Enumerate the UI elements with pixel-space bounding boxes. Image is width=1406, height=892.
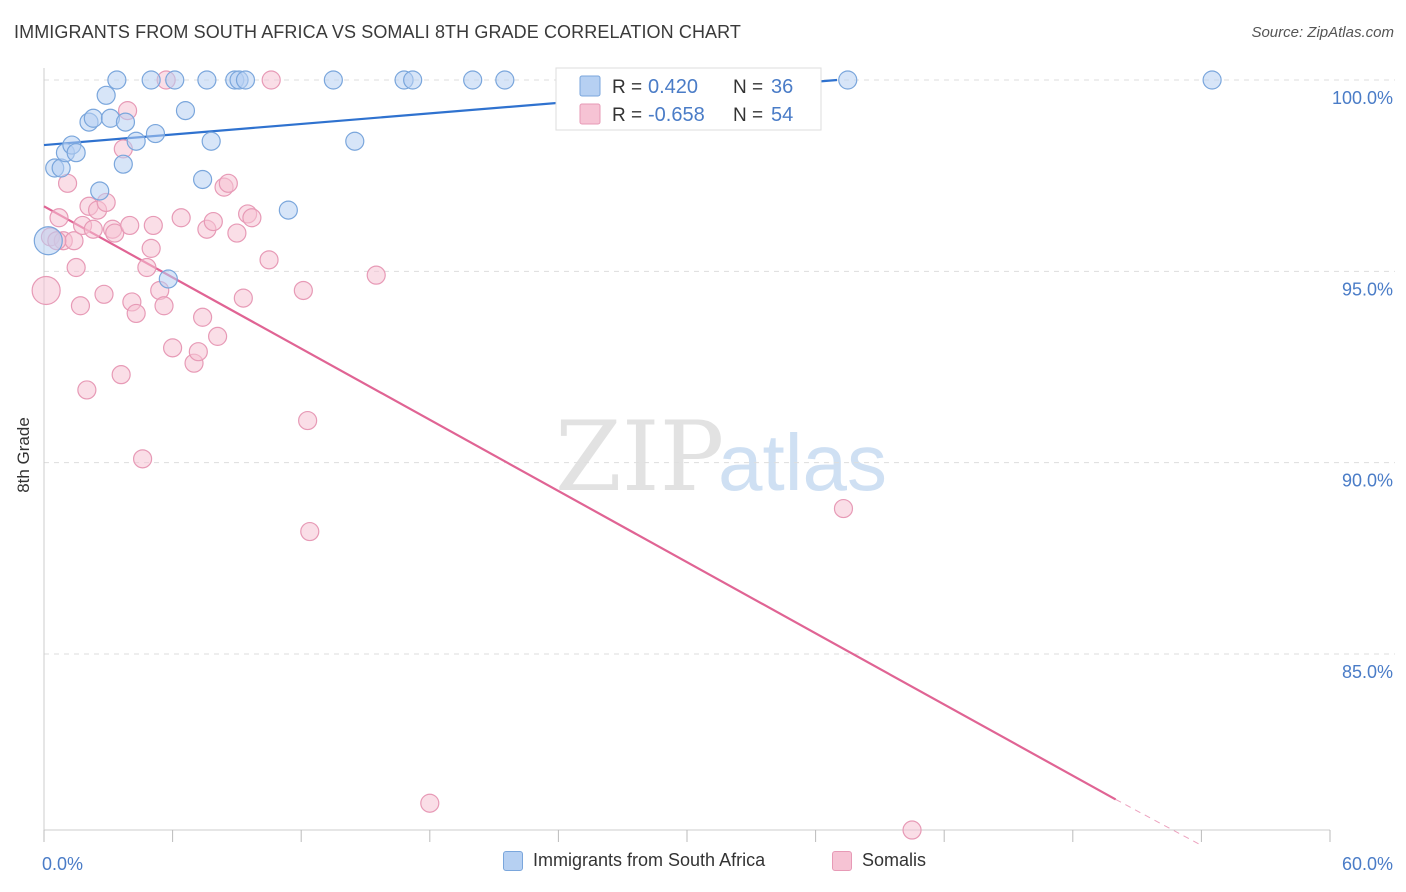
data-point-somalis: [154, 296, 174, 316]
data-point-somalis: [188, 342, 208, 362]
stats-n-label: N =: [733, 105, 763, 126]
chart-source: Source: ZipAtlas.com: [1251, 24, 1394, 41]
chart-title: IMMIGRANTS FROM SOUTH AFRICA VS SOMALI 8…: [14, 22, 742, 42]
data-point-south-africa: [345, 131, 365, 151]
legend-label-somalis: Somalis: [862, 850, 927, 870]
legend-bottom: Immigrants from South Africa Somalis: [0, 850, 1406, 880]
y-tick-label: 100.0%: [1332, 88, 1393, 108]
data-point-somalis: [31, 275, 61, 306]
legend-swatch-pink: [832, 850, 852, 871]
tick-labels: 85.0% 90.0% 95.0% 100.0% 0.0% 60.0%: [42, 88, 1393, 874]
data-point-south-africa: [175, 101, 196, 121]
data-point-somalis: [120, 215, 140, 236]
y-tick-label: 90.0%: [1342, 471, 1393, 491]
data-point-somalis: [105, 223, 125, 243]
data-point-somalis: [227, 223, 247, 243]
data-point-south-africa: [90, 181, 110, 201]
grid-lines: [44, 79, 1395, 655]
data-point-south-africa: [235, 70, 256, 90]
data-point-somalis: [300, 521, 320, 542]
stats-swatch: [579, 103, 601, 125]
data-point-somalis: [259, 250, 279, 270]
data-point-south-africa: [323, 70, 343, 90]
data-point-south-africa: [197, 70, 217, 90]
data-point-somalis: [66, 257, 86, 278]
x-tick-label: 0.0%: [42, 854, 83, 874]
data-point-somalis: [132, 449, 153, 469]
data-point-somalis: [49, 208, 69, 228]
data-point-south-africa: [33, 226, 63, 256]
data-point-somalis: [293, 280, 313, 301]
stats-r-label: R =: [612, 77, 642, 98]
data-point-south-africa: [96, 85, 116, 105]
stats-r-value: 0.420: [648, 76, 698, 98]
data-point-somalis: [70, 296, 91, 316]
data-point-south-africa: [83, 108, 103, 128]
trend-line-somalis-extension: [1115, 798, 1202, 846]
data-point-somalis: [833, 498, 854, 519]
stats-r-label: R =: [612, 105, 642, 126]
watermark-atlas: atlas: [718, 418, 887, 507]
data-point-south-africa: [107, 70, 127, 90]
data-point-south-africa: [158, 269, 178, 289]
data-point-south-africa: [201, 131, 221, 151]
stats-r-value: -0.658: [648, 104, 705, 126]
data-point-somalis: [208, 326, 228, 346]
data-point-somalis: [261, 70, 281, 90]
data-point-somalis: [420, 793, 440, 813]
data-point-somalis: [83, 219, 103, 239]
data-point-somalis: [203, 211, 223, 232]
data-point-somalis: [233, 288, 253, 308]
stats-n-value: 36: [771, 76, 793, 98]
data-point-somalis: [77, 380, 97, 400]
data-point-south-africa: [463, 70, 483, 90]
data-point-somalis: [137, 257, 157, 278]
stats-n-label: N =: [733, 77, 763, 98]
data-point-somalis: [366, 265, 386, 285]
data-point-somalis: [242, 208, 262, 228]
data-point-somalis: [193, 307, 213, 327]
data-point-south-africa: [126, 131, 146, 151]
stats-legend: R = 0.420 N = 36 R = -0.658 N = 54: [555, 67, 822, 131]
data-point-south-africa: [145, 123, 166, 144]
data-point-somalis: [143, 215, 163, 236]
data-point-south-africa: [838, 70, 858, 90]
data-point-somalis: [111, 365, 131, 385]
legend-swatch-blue: [503, 850, 523, 871]
data-point-somalis: [902, 820, 922, 840]
watermark: ZIP atlas: [555, 401, 887, 513]
data-point-somalis: [218, 173, 238, 193]
data-point-somalis: [126, 303, 146, 324]
data-point-south-africa: [115, 112, 136, 132]
data-point-south-africa: [403, 70, 423, 90]
data-point-south-africa: [193, 169, 213, 190]
data-point-south-africa: [66, 143, 86, 163]
data-point-south-africa: [278, 200, 298, 220]
legend-item-south-africa[interactable]: Immigrants from South Africa: [503, 850, 765, 871]
data-point-south-africa: [165, 70, 185, 90]
data-point-somalis: [298, 410, 318, 431]
trend-line-somalis: [43, 205, 1117, 801]
legend-label-south-africa: Immigrants from South Africa: [533, 850, 766, 870]
y-tick-label: 95.0%: [1342, 279, 1393, 299]
watermark-zip: ZIP: [555, 401, 724, 513]
data-point-somalis: [171, 208, 191, 228]
data-point-somalis: [94, 284, 114, 304]
y-tick-label: 85.0%: [1342, 662, 1393, 682]
stats-n-value: 54: [771, 104, 793, 126]
data-point-south-africa: [113, 154, 133, 174]
data-point-south-africa: [1202, 70, 1222, 90]
legend-item-somalis[interactable]: Somalis: [832, 850, 926, 871]
data-point-somalis: [163, 338, 183, 358]
axes: [43, 68, 1331, 842]
data-point-somalis: [141, 238, 161, 258]
data-point-south-africa: [495, 70, 515, 90]
x-tick-label: 60.0%: [1342, 854, 1393, 874]
data-point-south-africa: [141, 70, 161, 90]
stats-swatch: [579, 75, 601, 97]
data-points: [31, 70, 1222, 840]
